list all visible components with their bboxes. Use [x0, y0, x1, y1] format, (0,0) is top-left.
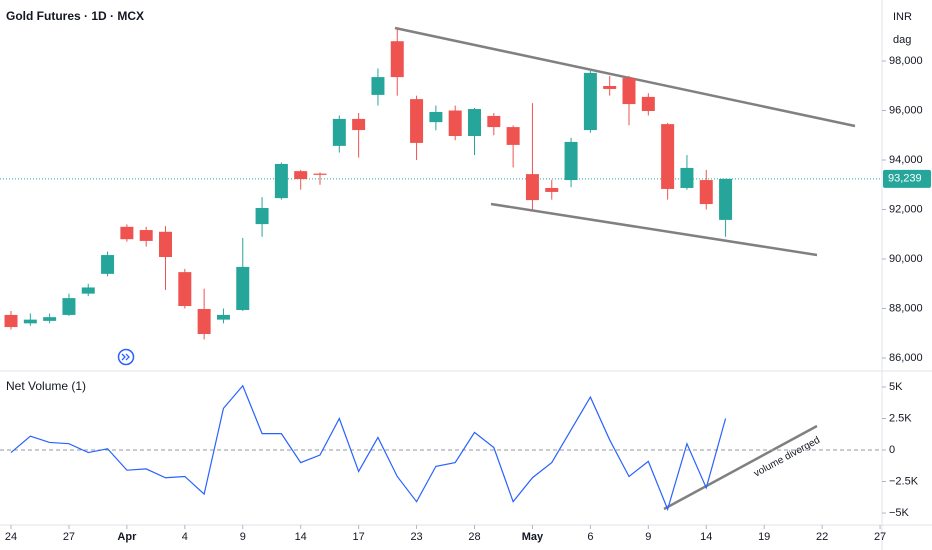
candle-body: [487, 115, 501, 128]
candle-body: [390, 41, 404, 78]
candle-body: [216, 314, 230, 320]
y-tick-label: 5K: [889, 381, 903, 393]
candle-body: [641, 96, 655, 111]
x-tick-label: 23: [410, 531, 422, 543]
x-tick-label: 6: [587, 531, 593, 543]
x-tick-label: May: [522, 531, 544, 543]
candle-body: [661, 124, 675, 189]
candle-body: [313, 173, 327, 175]
event-circle: [117, 348, 135, 366]
candle-body: [410, 99, 424, 143]
candle-body: [506, 127, 520, 145]
x-tick-label: 14: [700, 531, 712, 543]
x-tick-label: 14: [295, 531, 307, 543]
candle-body: [43, 317, 57, 321]
x-tick-label: 27: [874, 531, 886, 543]
y-tick-label: −5K: [889, 507, 910, 519]
y-tick-label: 86,000: [889, 352, 923, 364]
last-price-box: [883, 169, 931, 188]
y-tick-label: 90,000: [889, 253, 923, 265]
candle-body: [719, 178, 733, 220]
candle-body: [159, 231, 173, 258]
candle-body: [448, 110, 462, 136]
candle-body: [564, 141, 578, 181]
x-tick-label: 9: [645, 531, 651, 543]
candle-body: [197, 308, 211, 334]
candle-body: [81, 287, 95, 294]
candle-body: [352, 118, 366, 131]
x-tick-label: 27: [63, 531, 75, 543]
x-tick-label: 28: [468, 531, 480, 543]
candle-body: [236, 266, 250, 310]
candle-body: [23, 319, 37, 324]
candle-body: [101, 255, 115, 274]
trend-line: [663, 424, 818, 511]
x-tick-label: Apr: [117, 531, 137, 543]
x-tick-label: 24: [5, 531, 17, 543]
candle-body: [583, 72, 597, 131]
x-tick-label: 9: [240, 531, 246, 543]
chart-title: Gold Futures · 1D · MCX: [6, 9, 144, 23]
last-price-label: 93,239: [888, 173, 922, 185]
candle-body: [699, 180, 713, 205]
y-tick-label: −2.5K: [889, 475, 919, 487]
trend-line: [490, 202, 818, 257]
unit-label: dag: [893, 34, 911, 46]
candle-body: [545, 187, 559, 192]
candle-body: [429, 111, 443, 123]
candle-body: [680, 167, 694, 188]
candle-body: [525, 174, 539, 201]
y-tick-label: 96,000: [889, 104, 923, 116]
event-arrow: [121, 353, 130, 361]
x-tick-label: 17: [353, 531, 365, 543]
candle-body: [294, 171, 308, 180]
candle-body: [274, 163, 288, 199]
trend-line: [394, 26, 856, 128]
candle-body: [332, 118, 346, 146]
candle-body: [139, 230, 153, 241]
currency: INR: [893, 11, 912, 23]
candle-body: [255, 208, 269, 225]
y-tick-label: 94,000: [889, 154, 923, 166]
candle-body: [178, 272, 192, 307]
candle-body: [622, 78, 636, 105]
candle-body: [603, 86, 617, 89]
y-tick-label: 98,000: [889, 55, 923, 67]
event-icon: [117, 348, 135, 366]
candle-body: [120, 226, 134, 240]
candle-body: [62, 298, 76, 315]
candle-body: [4, 314, 18, 328]
y-tick-label: 88,000: [889, 302, 923, 314]
y-tick-label: 2.5K: [889, 412, 912, 424]
volume-line: [10, 384, 727, 512]
y-tick-label: 92,000: [889, 203, 923, 215]
y-tick-label: 0: [889, 444, 895, 456]
candle-body: [468, 109, 482, 136]
x-tick-label: 22: [816, 531, 828, 543]
x-tick-label: 19: [758, 531, 770, 543]
x-tick-label: 4: [182, 531, 188, 543]
pane-title: Net Volume (1): [6, 379, 86, 393]
candle-body: [371, 77, 385, 95]
